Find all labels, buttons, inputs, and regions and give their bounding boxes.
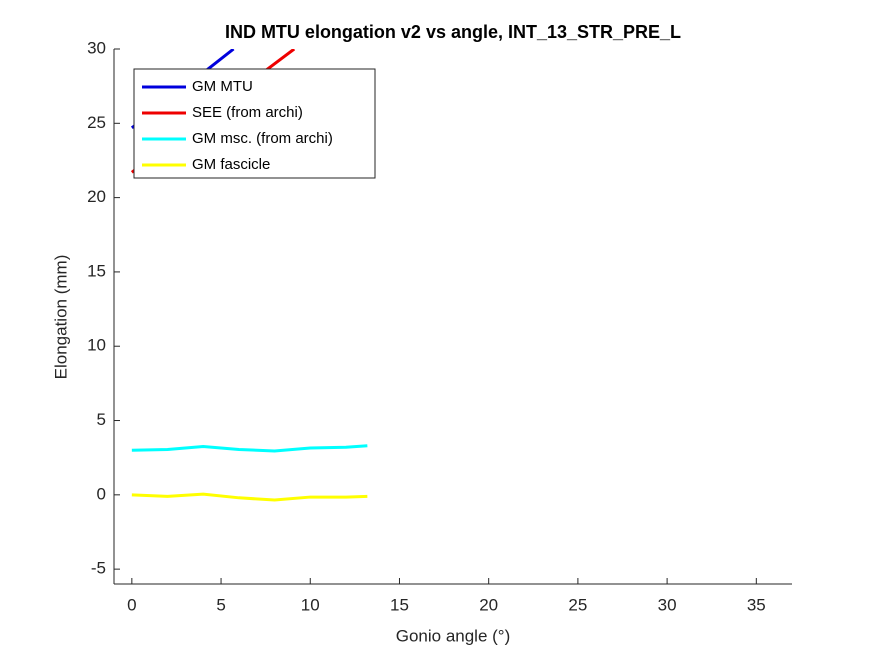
x-tick-label: 30 xyxy=(658,595,677,614)
y-axis-label: Elongation (mm) xyxy=(51,255,70,380)
y-tick-label: 30 xyxy=(87,38,106,57)
data-line xyxy=(131,444,368,453)
y-tick-label: 15 xyxy=(87,261,106,280)
legend-box xyxy=(133,68,376,179)
legend-label: GM msc. (from archi) xyxy=(192,130,333,147)
x-tick-label: 25 xyxy=(568,595,587,614)
x-tick-label: 35 xyxy=(747,595,766,614)
legend-label: SEE (from archi) xyxy=(192,104,303,121)
y-tick-label: 10 xyxy=(87,336,106,355)
x-tick-label: 5 xyxy=(216,595,225,614)
y-tick-label: 0 xyxy=(97,484,106,503)
x-tick-label: 15 xyxy=(390,595,409,614)
legend-label: GM MTU xyxy=(192,78,253,95)
legend-label: GM fascicle xyxy=(192,156,270,173)
x-tick-label: 10 xyxy=(301,595,320,614)
x-axis-label: Gonio angle (°) xyxy=(396,626,511,645)
y-tick-label: 25 xyxy=(87,113,106,132)
y-tick-label: 20 xyxy=(87,187,106,206)
y-tick-label: 5 xyxy=(97,410,106,429)
chart-title: IND MTU elongation v2 vs angle, INT_13_S… xyxy=(225,22,681,42)
y-tick-label: -5 xyxy=(91,559,106,578)
x-tick-label: 0 xyxy=(127,595,136,614)
x-tick-label: 20 xyxy=(479,595,498,614)
data-line xyxy=(131,492,368,502)
